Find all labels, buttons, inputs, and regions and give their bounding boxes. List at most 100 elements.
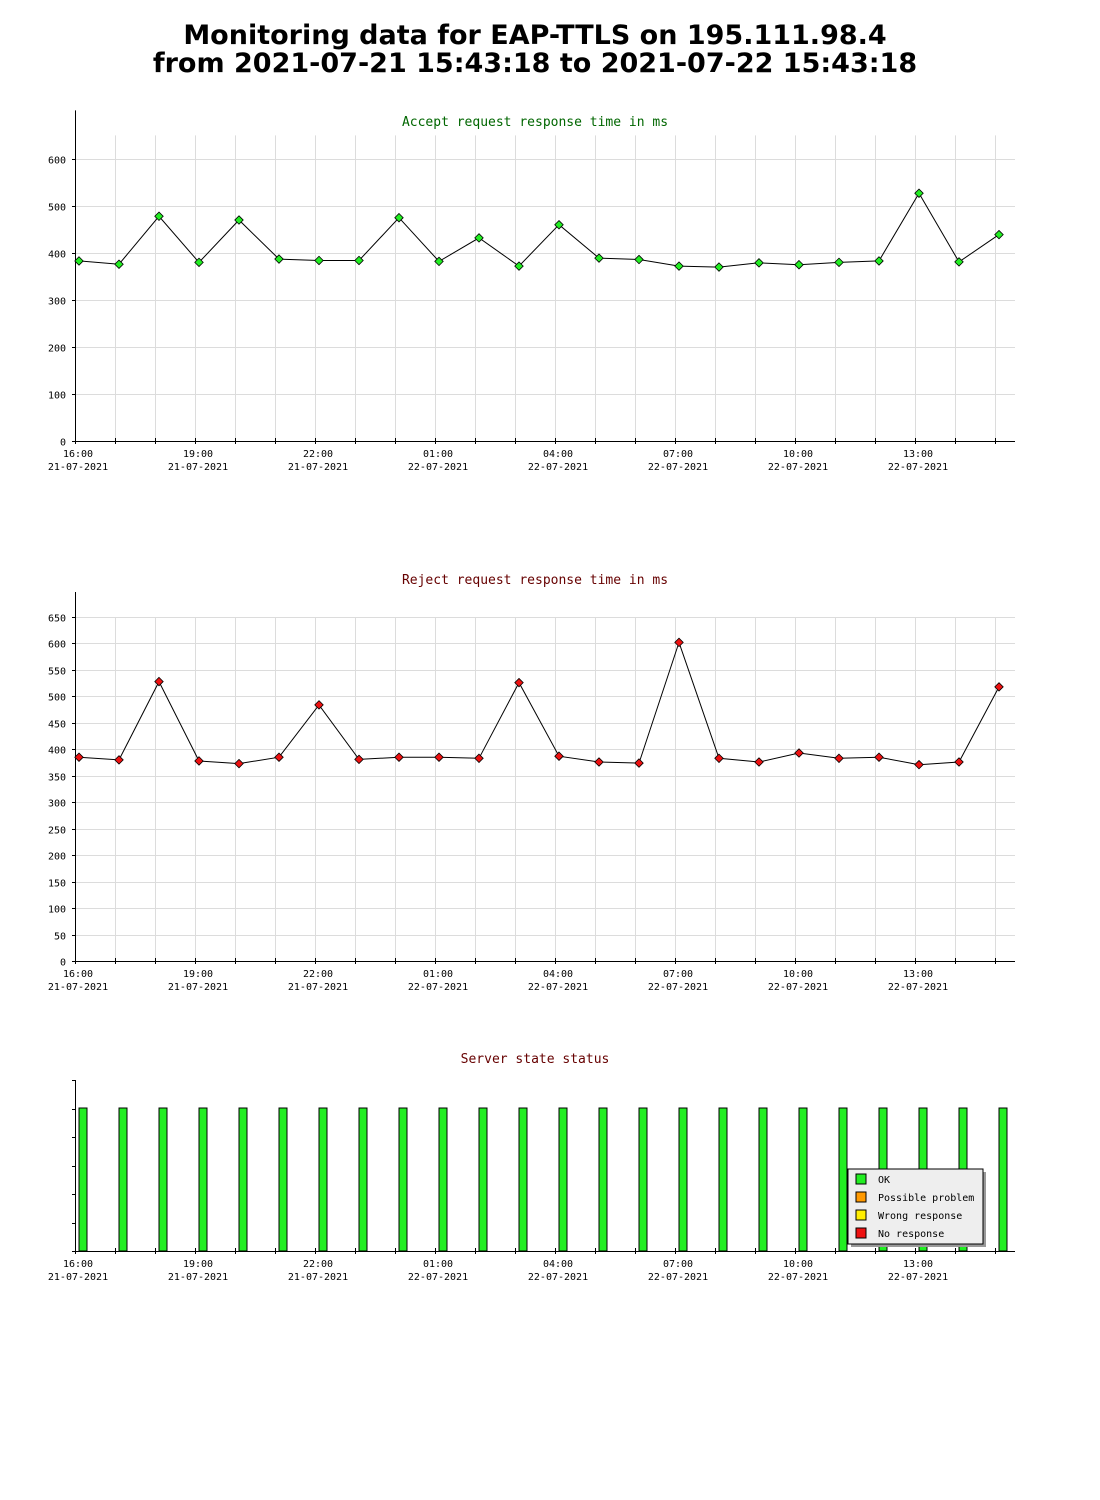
x-tick-label-time: 01:00	[423, 1259, 453, 1270]
legend-swatch	[855, 1209, 867, 1221]
y-tick-label: 200	[48, 344, 66, 355]
x-tick-label-date: 22-07-2021	[648, 462, 708, 473]
x-tick-label-time: 07:00	[663, 969, 693, 980]
page-title-line-2: from 2021-07-21 15:43:18 to 2021-07-22 1…	[152, 48, 918, 79]
x-tick-label-date: 22-07-2021	[888, 462, 948, 473]
data-point-accept	[794, 259, 804, 270]
x-tick-label-date: 21-07-2021	[168, 462, 228, 473]
page-title-line-1: Monitoring data for EAP-TTLS on 195.111.…	[183, 20, 887, 51]
legend-swatch	[855, 1173, 867, 1185]
status-bar	[798, 1107, 808, 1252]
data-point-accept	[754, 258, 764, 268]
data-point-reject	[634, 758, 644, 768]
data-point-accept	[234, 215, 244, 225]
x-tick-label-date: 22-07-2021	[768, 1272, 828, 1283]
status-bar	[198, 1107, 208, 1252]
x-tick-label-time: 04:00	[543, 1259, 573, 1270]
status-bar	[358, 1107, 368, 1252]
data-point-accept	[114, 259, 124, 269]
status-bar	[598, 1107, 608, 1252]
y-tick-label: 350	[48, 773, 66, 784]
data-point-accept	[834, 257, 844, 268]
data-point-reject	[754, 757, 764, 767]
data-point-reject	[154, 676, 164, 687]
y-tick-label: 150	[48, 879, 66, 890]
y-tick-label: 400	[48, 746, 66, 757]
data-point-accept	[434, 256, 444, 267]
data-point-accept	[874, 256, 884, 266]
x-tick-label-time: 10:00	[783, 969, 813, 980]
status-bar	[438, 1107, 448, 1252]
status-bar	[118, 1107, 128, 1252]
data-point-reject	[714, 753, 724, 764]
y-tick-label: 600	[48, 156, 66, 167]
y-tick-label: 600	[48, 640, 66, 651]
data-point-reject	[234, 758, 244, 769]
x-tick-label-time: 22:00	[303, 1259, 333, 1270]
data-point-reject	[514, 677, 524, 688]
x-tick-label-date: 22-07-2021	[648, 1272, 708, 1283]
x-tick-label-date: 21-07-2021	[168, 1272, 228, 1283]
data-point-accept	[954, 257, 964, 267]
x-tick-label-date: 21-07-2021	[288, 462, 348, 473]
y-tick-label: 500	[48, 203, 66, 214]
data-point-reject	[114, 755, 124, 765]
data-point-accept	[154, 211, 164, 222]
legend-label: Possible problem	[878, 1193, 974, 1204]
x-tick-label-time: 13:00	[903, 969, 933, 980]
data-point-accept	[74, 256, 84, 266]
status-bar	[398, 1107, 408, 1252]
data-point-reject	[594, 757, 604, 767]
y-tick-label: 300	[48, 297, 66, 308]
data-point-accept	[634, 254, 644, 265]
data-point-accept	[914, 188, 924, 199]
x-tick-label-date: 21-07-2021	[48, 1272, 108, 1283]
series-line-accept	[78, 192, 1000, 268]
x-tick-label-date: 22-07-2021	[648, 982, 708, 993]
data-point-accept	[354, 255, 364, 266]
x-tick-label-time: 01:00	[423, 969, 453, 980]
legend-label: Wrong response	[878, 1211, 962, 1222]
data-point-accept	[474, 233, 484, 243]
y-tick-label: 400	[48, 250, 66, 261]
y-tick-label: 300	[48, 799, 66, 810]
legend-swatch	[855, 1191, 867, 1203]
data-point-reject	[834, 753, 844, 764]
data-point-reject	[914, 759, 924, 770]
x-tick-label-date: 22-07-2021	[528, 982, 588, 993]
chart-title-reject: Reject request response time in ms	[402, 573, 668, 588]
x-tick-label-date: 22-07-2021	[888, 1272, 948, 1283]
x-tick-label-time: 22:00	[303, 449, 333, 460]
y-tick-label: 500	[48, 693, 66, 704]
x-tick-label-time: 16:00	[63, 1259, 93, 1270]
data-point-reject	[674, 637, 684, 648]
data-point-accept	[674, 261, 684, 271]
x-tick-label-date: 21-07-2021	[288, 1272, 348, 1283]
series-line-reject	[78, 640, 1000, 766]
status-bar	[478, 1107, 488, 1252]
status-bar	[318, 1107, 328, 1252]
data-point-accept	[394, 212, 404, 223]
data-point-accept	[194, 257, 204, 268]
status-bar	[718, 1107, 728, 1252]
x-tick-label-time: 19:00	[183, 449, 213, 460]
chart-title-accept: Accept request response time in ms	[402, 115, 668, 130]
data-point-reject	[354, 754, 364, 765]
y-tick-label: 550	[48, 667, 66, 678]
x-tick-label-date: 21-07-2021	[48, 462, 108, 473]
data-point-accept	[994, 229, 1004, 240]
x-tick-label-date: 21-07-2021	[288, 982, 348, 993]
legend-label: OK	[878, 1175, 890, 1186]
status-bar	[758, 1107, 768, 1252]
x-tick-label-time: 13:00	[903, 1259, 933, 1270]
x-tick-label-date: 22-07-2021	[768, 982, 828, 993]
x-tick-label-time: 07:00	[663, 1259, 693, 1270]
data-point-accept	[714, 262, 724, 272]
status-bar	[998, 1107, 1008, 1252]
x-tick-label-date: 22-07-2021	[528, 462, 588, 473]
x-tick-label-time: 19:00	[183, 969, 213, 980]
status-bar	[238, 1107, 248, 1252]
status-bar	[678, 1107, 688, 1252]
x-tick-label-time: 13:00	[903, 449, 933, 460]
x-tick-label-time: 01:00	[423, 449, 453, 460]
